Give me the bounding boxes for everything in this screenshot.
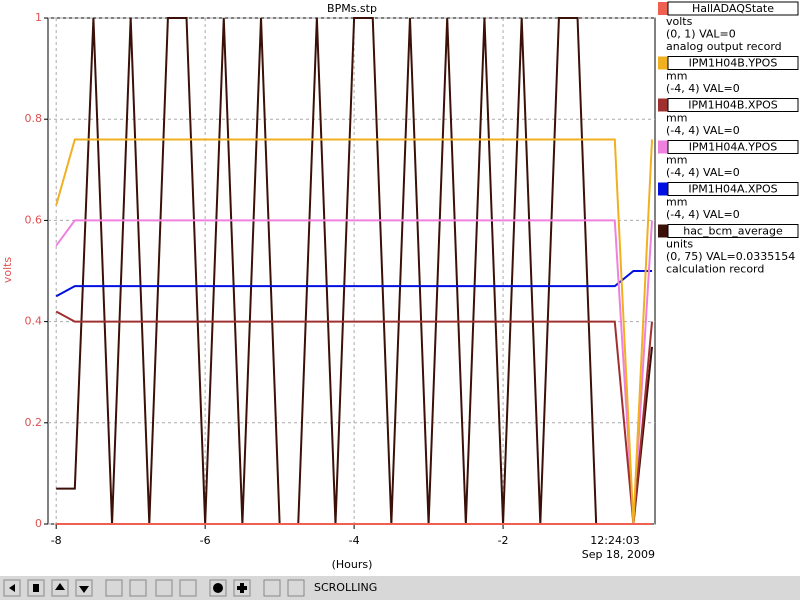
legend-swatch	[658, 2, 668, 15]
time-label: 12:24:03	[590, 534, 639, 547]
legend-description: analog output record	[666, 40, 782, 53]
series-line	[55, 270, 653, 298]
y-tick-label: 0	[35, 517, 42, 530]
series-line	[56, 17, 654, 525]
legend-status: (-4, 4) VAL=0	[666, 166, 740, 179]
y-tick-label: 0.8	[25, 112, 43, 125]
x-tick-label: -2	[498, 534, 509, 547]
x-tick-label: -6	[200, 534, 211, 547]
legend-box	[667, 56, 799, 70]
button-auto-scale[interactable]	[263, 579, 281, 597]
legend-entry: HallADAQState	[692, 2, 774, 15]
x-tick-label: -4	[349, 534, 360, 547]
y-axis-label: volts	[1, 257, 14, 284]
legend-box	[667, 182, 799, 196]
series-line	[55, 219, 654, 525]
chart-title: BPMs.stp	[327, 2, 377, 15]
legend-swatch	[658, 182, 668, 196]
legend-entry: hac_bcm_average	[683, 225, 783, 238]
legend-box	[667, 140, 799, 154]
legend-status: (0, 1) VAL=0	[666, 28, 736, 41]
button-zoom-out-y[interactable]	[179, 579, 197, 597]
button-icon	[213, 583, 223, 593]
button-icon	[237, 583, 247, 593]
legend-box	[667, 1, 799, 16]
legend-units: mm	[666, 196, 687, 209]
legend-status: (0, 75) VAL=0.0335154	[666, 250, 795, 263]
legend-status: (-4, 4) VAL=0	[666, 82, 740, 95]
legend-swatch	[658, 224, 668, 238]
legend-entry: IPM1H04B.XPOS	[688, 99, 778, 112]
y-tick-label: 0.6	[25, 213, 43, 226]
legend-entry: IPM1H04B.YPOS	[689, 57, 778, 70]
legend-units: mm	[666, 112, 687, 125]
x-axis-label: (Hours)	[332, 558, 373, 571]
legend-entry: IPM1H04A.YPOS	[689, 141, 777, 154]
legend-status: (-4, 4) VAL=0	[666, 208, 740, 221]
legend-units: mm	[666, 154, 687, 167]
toolbar-buttons	[3, 579, 305, 597]
date-label: Sep 18, 2009	[582, 548, 655, 561]
button-pause[interactable]	[287, 579, 305, 597]
button-zoom-in-x[interactable]	[105, 579, 123, 597]
legend-units: units	[666, 238, 693, 251]
x-tick-label: -8	[51, 534, 62, 547]
legend-swatch	[658, 98, 668, 112]
button-zoom-out-x[interactable]	[129, 579, 147, 597]
y-tick-label: 0.4	[25, 315, 43, 328]
series-line	[55, 310, 654, 525]
y-tick-label: 0.2	[25, 416, 43, 429]
series-line	[55, 138, 654, 525]
legend-box	[667, 98, 799, 112]
legend-units: mm	[666, 70, 687, 83]
legend-entry: IPM1H04A.XPOS	[688, 183, 777, 196]
legend-units: volts	[666, 15, 693, 28]
button-zoom-in-y[interactable]	[155, 579, 173, 597]
legend-description: calculation record	[666, 263, 764, 276]
legend-swatch	[658, 56, 668, 70]
y-tick-label: 1	[35, 11, 42, 24]
legend-swatch	[658, 140, 668, 154]
legend-box	[667, 224, 799, 238]
legend-status: (-4, 4) VAL=0	[666, 124, 740, 137]
toolbar-mode: SCROLLING	[314, 581, 377, 594]
